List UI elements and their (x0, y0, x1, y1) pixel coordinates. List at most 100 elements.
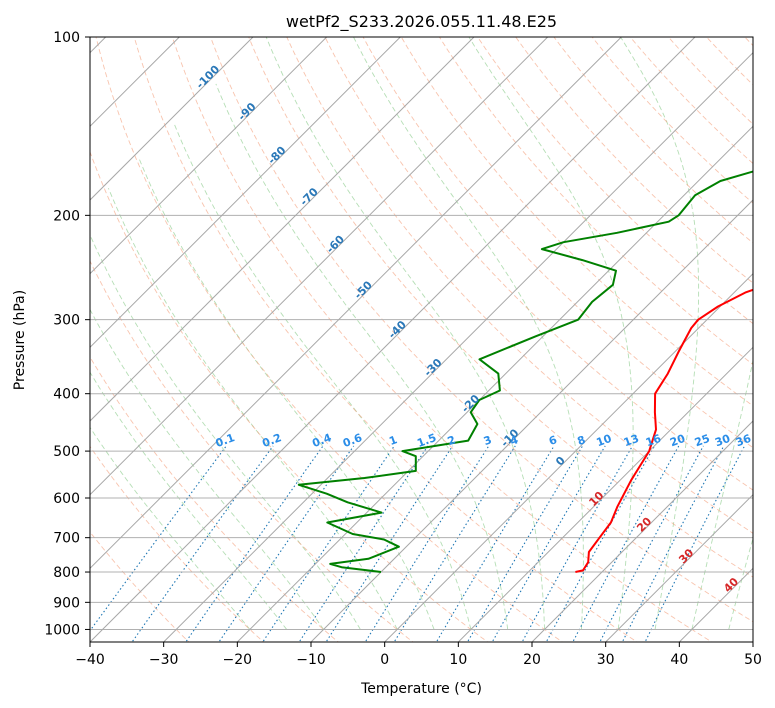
moist-adiabat-line (138, 157, 435, 630)
moist-adiabat-line (215, 83, 509, 630)
isotherm-line (236, 125, 753, 642)
mixing-ratio-line (466, 445, 584, 642)
mixing-ratio-label: 10 (595, 432, 614, 450)
y-tick-label: 500 (53, 444, 80, 460)
mixing-ratio-line (545, 445, 656, 642)
dry-adiabat-line (90, 445, 265, 642)
dry-adiabat-line (90, 531, 190, 642)
mixing-ratio-label: 1 (387, 433, 399, 448)
mixing-ratio-line (393, 445, 516, 642)
moist-adiabat-line (728, 536, 753, 630)
y-tick-label: 200 (53, 208, 80, 224)
mixing-ratio-label: 6 (547, 433, 559, 448)
dry-adiabat-line (171, 37, 713, 642)
plot-frame (89, 36, 754, 643)
isotherm-line (531, 420, 753, 642)
moist-adiabat-line (265, 37, 546, 630)
isotherm-line (457, 346, 753, 642)
series-line (297, 170, 753, 573)
skewed-isotherms (90, 37, 753, 642)
y-tick-label: 600 (53, 491, 80, 507)
adiabat-label: -70 (298, 185, 321, 208)
adiabat-label: -60 (324, 232, 347, 255)
mixing-ratio-label: 20 (668, 432, 687, 450)
moist-adiabat-line (90, 371, 288, 630)
adiabat-label: -20 (459, 392, 482, 415)
isotherm-line (90, 37, 696, 642)
moist-adiabat-line (173, 123, 472, 630)
x-tick-label: −30 (149, 652, 179, 668)
mixing-ratio-line (218, 445, 355, 642)
x-tick-label: −40 (75, 652, 105, 668)
isotherm-line (90, 37, 622, 570)
y-tick-label: 700 (53, 531, 80, 547)
x-tick-label: 50 (744, 652, 762, 668)
dry-adiabat-line (515, 37, 753, 284)
mixing-ratio-line (262, 445, 395, 642)
mixing-ratio-label: 3 (482, 433, 494, 448)
dry-adiabat-line (438, 37, 753, 365)
moist-adiabats (90, 37, 753, 630)
adiabat-label: -40 (386, 318, 409, 341)
x-tick-label: 10 (449, 652, 467, 668)
isotherm-line (90, 37, 254, 201)
dry-adiabat-line (90, 356, 339, 642)
adiabat-label: 10 (586, 489, 606, 509)
mixing-ratio-label: 0.2 (261, 431, 284, 450)
mixing-ratio-label: 36 (734, 432, 753, 450)
y-tick-label: 900 (53, 595, 80, 611)
dry-adiabat-line (248, 37, 753, 578)
moist-adiabat-line (90, 308, 324, 630)
dry-adiabat-line (90, 150, 489, 642)
mixing-ratio-line (599, 445, 704, 642)
dry-adiabat-line (324, 37, 753, 491)
mixing-ratio-label: 13 (622, 432, 641, 449)
y-tick-label: 300 (53, 313, 80, 329)
mixing-ratio-label: 0.6 (341, 431, 364, 450)
moist-adiabat-line (468, 37, 634, 630)
mixing-ratio-line (185, 445, 324, 642)
adiabat-label: -30 (421, 356, 444, 379)
isotherm-line (752, 641, 753, 642)
moist-adiabat-line (90, 234, 361, 630)
mixing-ratio-label: 8 (576, 433, 588, 448)
y-tick-label: 100 (53, 30, 80, 46)
dry-adiabat-line (705, 37, 753, 86)
data-series (297, 170, 753, 573)
line-labels: -100-90-80-70-60-50-40-30-20-10010203040… (194, 63, 753, 596)
x-tick-label: 40 (670, 652, 688, 668)
mixing-ratio-line (325, 445, 454, 642)
mixing-ratio-label: 0.4 (310, 431, 333, 450)
mixing-ratio-label: 30 (713, 432, 732, 450)
mixing-ratio-line (621, 445, 725, 642)
isotherm-line (310, 199, 753, 642)
x-axis-label: Temperature (°C) (360, 681, 482, 697)
series-line (575, 288, 753, 573)
mixing-ratio-label: 0.1 (214, 431, 237, 450)
x-tick-label: 20 (523, 652, 541, 668)
mixing-ratio-line (572, 445, 680, 642)
mixing-ratio-label: 2 (446, 433, 458, 448)
x-tick-label: −20 (223, 652, 253, 668)
moist-adiabat-line (691, 358, 753, 630)
plot-area: -100-90-80-70-60-50-40-30-20-10010203040… (90, 24, 775, 645)
dry-adiabat-line (667, 37, 753, 125)
mixing-ratio-line (298, 445, 429, 642)
isotherm-line (90, 37, 549, 496)
adiabat-label: 40 (721, 575, 741, 595)
mixing-ratio-line (491, 445, 606, 642)
dry-adiabat-line (286, 37, 753, 534)
moist-adiabat-line (107, 188, 398, 630)
dry-adiabat-line (770, 24, 775, 645)
adiabat-label: 20 (634, 514, 654, 534)
mixing-ratio-label: 1.5 (415, 431, 438, 450)
isotherm-line (678, 567, 753, 642)
x-tick-label: 0 (380, 652, 389, 668)
mixing-ratio-label: 16 (644, 432, 663, 450)
adiabat-label: -80 (265, 144, 288, 167)
dry-adiabat-line (591, 37, 753, 204)
mixing-ratio-line (364, 445, 490, 642)
mixing-ratio-line (644, 445, 746, 642)
axis-ticks: −40 −30 −20 −10 0 10 20 30 40 50 1000 900 800 700 600 5… (44, 30, 762, 668)
adiabat-label: -100 (194, 63, 223, 92)
